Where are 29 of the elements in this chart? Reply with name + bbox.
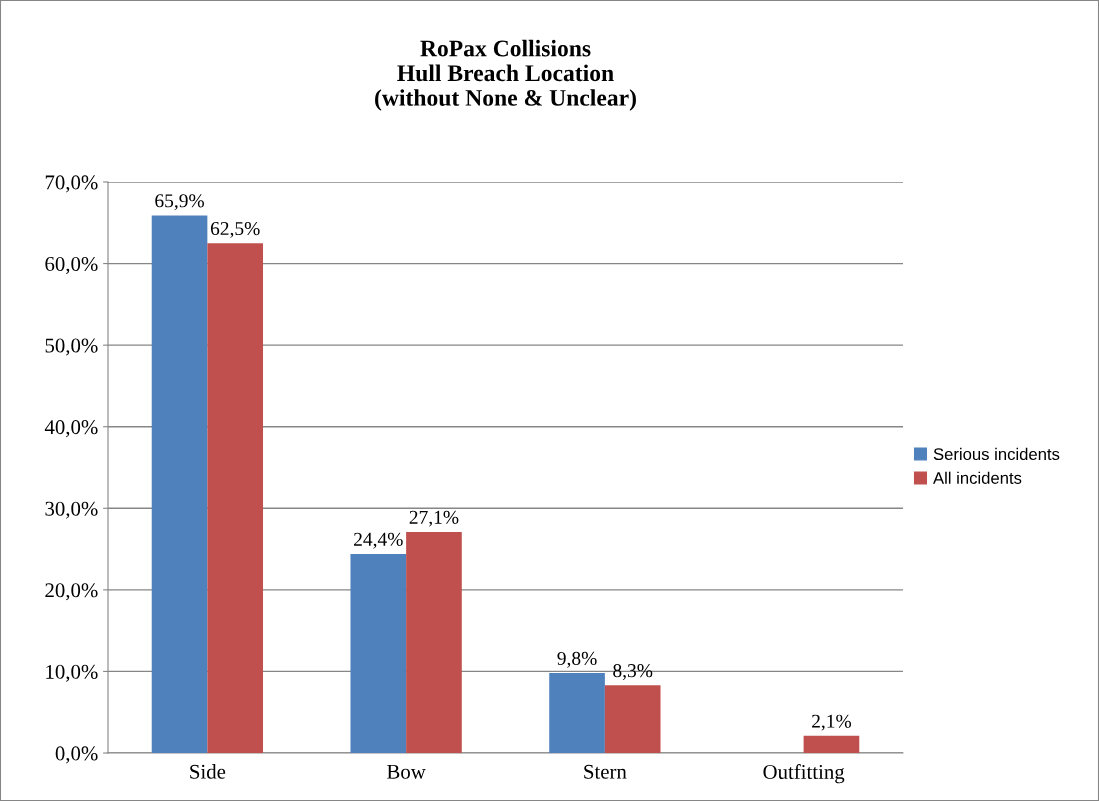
data-label: 8,3% — [613, 664, 653, 680]
bar — [406, 531, 462, 753]
data-label: 2,1% — [812, 714, 852, 731]
x-tick-label: Outfitting — [763, 764, 845, 784]
data-label: 62,5% — [210, 221, 260, 238]
data-label: 65,9% — [155, 194, 204, 211]
bar — [549, 673, 605, 753]
data-label: 9,8% — [557, 651, 597, 668]
y-tick-label: 30,0% — [45, 501, 98, 519]
bar — [151, 215, 208, 753]
x-tick-label: Stern — [584, 764, 627, 779]
y-tick-label: 50,0% — [45, 338, 98, 356]
bar — [803, 735, 860, 753]
legend-label: Serious incidents — [933, 447, 1060, 461]
data-label: 24,4% — [354, 532, 403, 549]
y-tick-label: 10,0% — [46, 664, 98, 682]
data-label: 27,1% — [409, 510, 459, 527]
y-tick-label: 20,0% — [45, 583, 98, 601]
x-tick-label: Side — [190, 764, 226, 779]
y-tick-label: 60,0% — [45, 256, 98, 274]
legend-label: All incidents — [933, 471, 1022, 484]
bar — [604, 685, 661, 753]
y-tick-label: 70,0% — [45, 175, 98, 193]
y-tick-label: 40,0% — [44, 420, 98, 438]
y-tick-label: 0,0% — [55, 746, 98, 764]
bar — [207, 243, 264, 753]
chart-title: RoPax Collisions Hull Breach Location (without None & Unclear) — [375, 39, 636, 111]
bar — [350, 553, 407, 753]
x-tick-label: Bow — [387, 764, 426, 779]
